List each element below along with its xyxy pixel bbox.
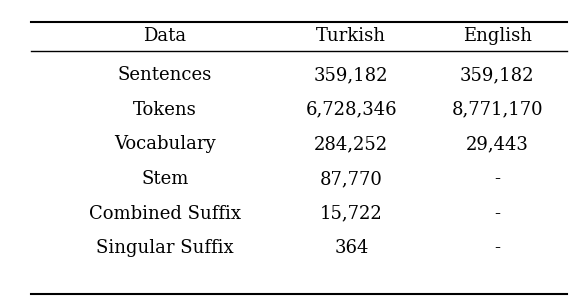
Text: Stem: Stem	[141, 170, 188, 188]
Text: Tokens: Tokens	[133, 101, 196, 119]
Text: Combined Suffix: Combined Suffix	[88, 205, 241, 223]
Text: Turkish: Turkish	[316, 27, 386, 45]
Text: 29,443: 29,443	[466, 136, 529, 154]
Text: 284,252: 284,252	[314, 136, 389, 154]
Text: 359,182: 359,182	[460, 66, 534, 84]
Text: Singular Suffix: Singular Suffix	[96, 239, 233, 257]
Text: 15,722: 15,722	[320, 205, 383, 223]
Text: 87,770: 87,770	[320, 170, 383, 188]
Text: -: -	[494, 205, 500, 223]
Text: -: -	[494, 170, 500, 188]
Text: 364: 364	[334, 239, 369, 257]
Text: 6,728,346: 6,728,346	[305, 101, 397, 119]
Text: 359,182: 359,182	[314, 66, 389, 84]
Text: Data: Data	[143, 27, 186, 45]
Text: Sentences: Sentences	[118, 66, 212, 84]
Text: -: -	[494, 239, 500, 257]
Text: English: English	[462, 27, 532, 45]
Text: Vocabulary: Vocabulary	[114, 136, 216, 154]
Text: 8,771,170: 8,771,170	[451, 101, 543, 119]
